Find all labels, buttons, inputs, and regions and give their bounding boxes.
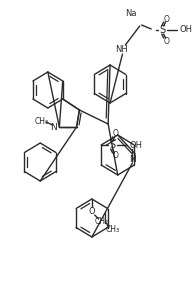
Text: NH: NH bbox=[115, 45, 128, 54]
Text: O: O bbox=[164, 36, 169, 45]
Text: O: O bbox=[164, 14, 169, 23]
Text: O: O bbox=[113, 129, 118, 138]
Text: O: O bbox=[113, 151, 118, 160]
Text: OH: OH bbox=[180, 25, 193, 34]
Text: OH: OH bbox=[130, 140, 143, 149]
Text: CH₃: CH₃ bbox=[35, 116, 49, 125]
Text: N: N bbox=[50, 122, 57, 131]
Text: S: S bbox=[160, 25, 166, 35]
Text: N: N bbox=[129, 155, 136, 164]
Text: CH₃: CH₃ bbox=[106, 224, 120, 233]
Text: Na: Na bbox=[125, 10, 137, 19]
Text: O: O bbox=[88, 206, 95, 215]
Text: S: S bbox=[110, 140, 116, 150]
Text: CH₂: CH₂ bbox=[94, 217, 108, 226]
